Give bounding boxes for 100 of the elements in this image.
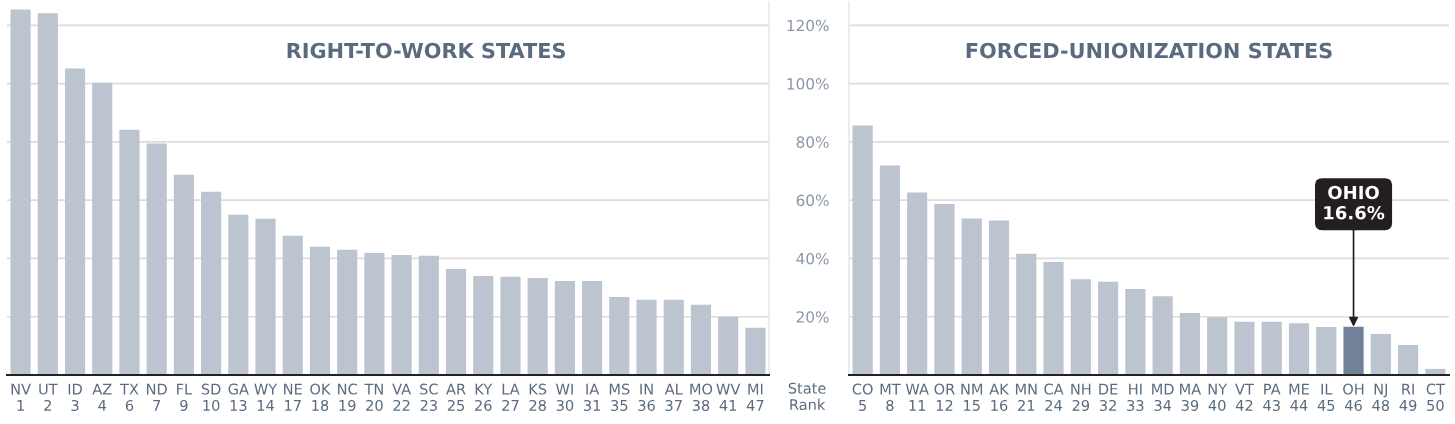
bar [718, 317, 739, 375]
x-tick-label: WA 11 [905, 383, 929, 411]
bar [1207, 317, 1228, 375]
bar [1370, 333, 1391, 375]
x-tick-label: OR 12 [934, 383, 955, 411]
bar [1070, 279, 1091, 375]
x-tick-label: KY 26 [475, 383, 493, 411]
bar [92, 82, 113, 375]
bar [907, 192, 928, 375]
x-tick-label: DE 32 [1099, 383, 1118, 411]
bar [1316, 326, 1337, 375]
x-tick-label: TX 6 [119, 383, 139, 411]
bar [201, 191, 222, 375]
bar [37, 13, 58, 375]
bar [309, 246, 331, 375]
bar [961, 218, 982, 375]
x-tick-label: LA 27 [502, 383, 520, 411]
x-tick-label: VT 42 [1235, 383, 1254, 411]
bar [418, 255, 439, 375]
x-tick-label: NM 15 [961, 383, 983, 411]
bar [500, 276, 521, 375]
x-tick-label: CT 50 [1426, 383, 1445, 411]
x-tick-label: NE 17 [284, 383, 302, 411]
bar [745, 327, 766, 375]
bar [228, 214, 249, 375]
bar [879, 165, 900, 375]
x-tick-label: CA 24 [1044, 383, 1064, 411]
x-tick-label: TN 20 [364, 383, 383, 411]
bar [1016, 253, 1037, 375]
x-tick-label: MA 39 [1180, 383, 1202, 411]
x-tick-label: SD 10 [201, 383, 221, 411]
x-tick-label: GA 13 [228, 383, 249, 411]
annotation: OHIO 16.6% [1324, 185, 1385, 220]
bar [554, 280, 575, 375]
text: RIGHT-TO-WORK STATES [287, 42, 565, 59]
y-tick-label: 60% [796, 194, 829, 207]
text: State Rank [788, 382, 826, 411]
bar [173, 174, 194, 375]
x-tick-label: OK 18 [310, 383, 331, 411]
x-tick-label: MO 38 [690, 383, 713, 411]
bar [1288, 323, 1310, 375]
x-tick-label: UT 2 [39, 383, 58, 411]
bar [119, 129, 140, 375]
bar [582, 280, 603, 375]
bar [1343, 326, 1364, 375]
bar [1152, 296, 1173, 375]
x-tick-label: PA 43 [1263, 383, 1281, 411]
bar [1179, 312, 1200, 375]
bar [1261, 321, 1282, 375]
x-tick-label: AK 16 [989, 383, 1010, 411]
x-tick-label: NJ 48 [1372, 383, 1390, 411]
bar [64, 68, 86, 375]
bar [445, 268, 467, 375]
x-tick-label: IN 36 [638, 383, 655, 411]
bar [527, 277, 548, 375]
x-tick-label: AZ 4 [92, 383, 112, 411]
x-tick-label: NH 29 [1071, 383, 1091, 411]
x-tick-label: ME 44 [1289, 383, 1309, 411]
x-tick-label: ND 7 [147, 383, 167, 411]
x-tick-label: KS 28 [529, 383, 547, 411]
x-tick-label: WV 41 [716, 383, 741, 411]
bar [1234, 321, 1255, 375]
bar [364, 252, 385, 375]
bar [1125, 289, 1146, 375]
bar [663, 299, 684, 375]
x-tick-label: IA 31 [583, 383, 601, 411]
bar [636, 299, 657, 375]
x-tick-label: IL 45 [1317, 383, 1335, 411]
bar [1398, 344, 1419, 375]
bar [391, 254, 412, 375]
bar [473, 275, 494, 375]
x-tick-label: SC 23 [420, 383, 438, 411]
bar [690, 304, 712, 375]
x-tick-label: NC 19 [338, 383, 357, 411]
bar [10, 9, 31, 375]
bar [1098, 281, 1119, 375]
bar [1043, 261, 1064, 375]
bar [934, 203, 955, 375]
x-tick-label: MI 47 [746, 383, 764, 411]
x-tick-label: RI 49 [1399, 383, 1417, 411]
x-tick-label: MT 8 [880, 383, 901, 411]
x-tick-label: WI 30 [556, 383, 574, 411]
x-tick-label: NY 40 [1208, 383, 1228, 411]
y-tick-label: 20% [796, 311, 829, 323]
x-tick-label: WY 14 [254, 383, 278, 411]
x-tick-label: ID 3 [68, 383, 82, 411]
bar [337, 249, 358, 375]
x-tick-label: HI 33 [1127, 383, 1144, 411]
bar [282, 235, 303, 375]
x-tick-label: MN 21 [1015, 383, 1037, 411]
x-tick-label: OH 46 [1343, 383, 1364, 411]
bar [988, 220, 1010, 375]
bar [255, 218, 276, 375]
x-tick-label: MD 34 [1152, 383, 1174, 411]
bar [146, 143, 167, 375]
bar [609, 296, 630, 375]
text: FORCED-UNIONIZATION STATES [966, 42, 1332, 59]
bar [852, 125, 873, 375]
y-tick-label: 120% [787, 19, 829, 32]
x-tick-label: NV 1 [11, 383, 31, 411]
